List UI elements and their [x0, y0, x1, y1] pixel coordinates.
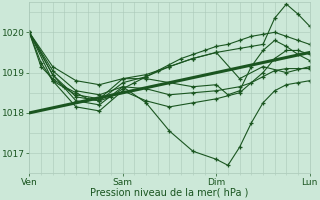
X-axis label: Pression niveau de la mer( hPa ): Pression niveau de la mer( hPa ) — [90, 188, 249, 198]
